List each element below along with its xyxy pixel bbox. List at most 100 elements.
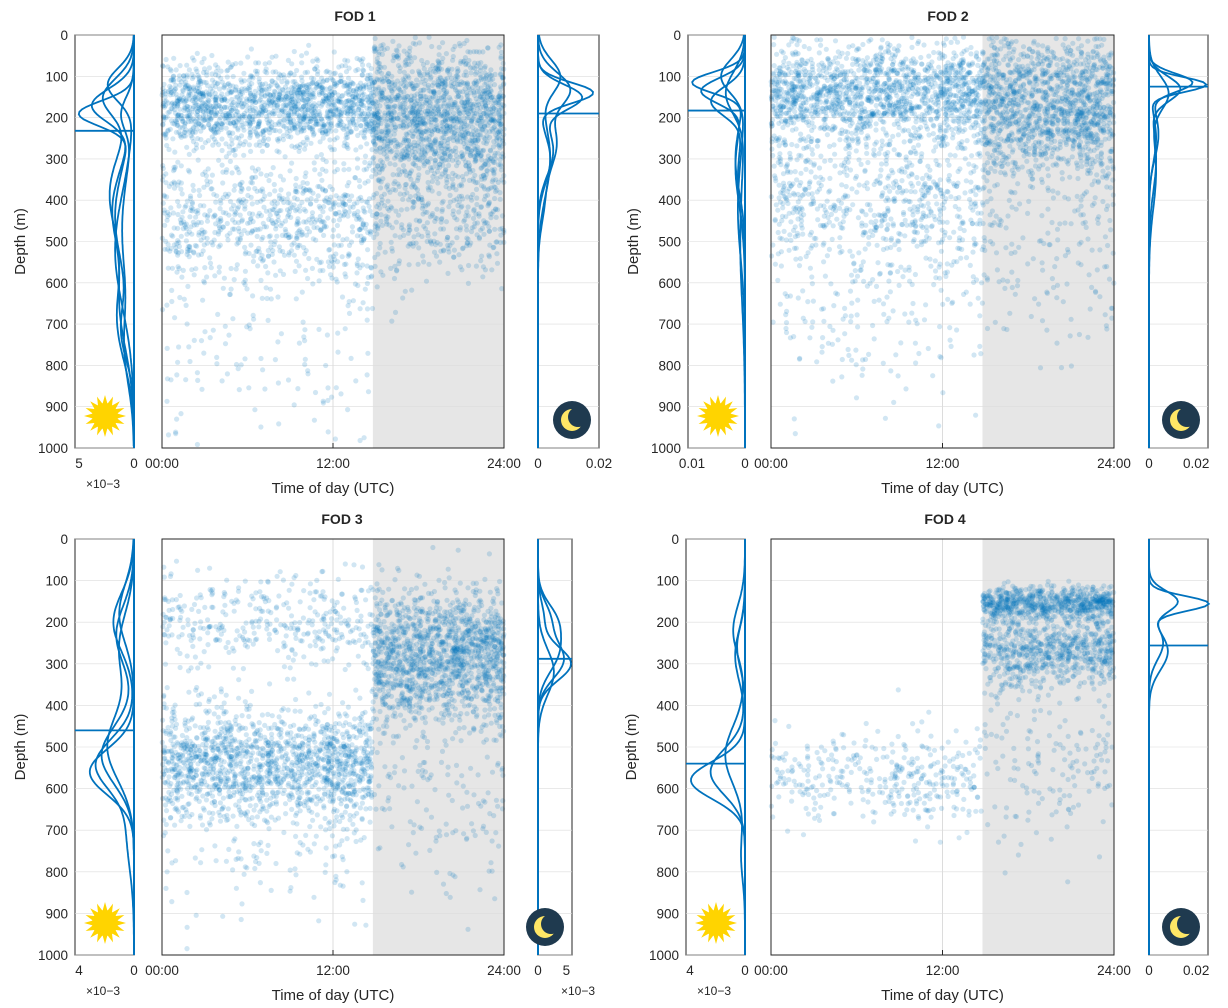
scatter-point: [369, 305, 376, 312]
scatter-point: [385, 187, 391, 193]
scatter-point: [369, 95, 375, 101]
scatter-point: [326, 119, 332, 125]
scatter-point: [242, 268, 248, 274]
scatter-point: [364, 280, 370, 287]
scatter-point: [162, 114, 169, 121]
scatter-point: [213, 72, 219, 78]
scatter-point: [484, 167, 490, 173]
scatter-point: [338, 242, 344, 248]
scatter-point: [472, 220, 478, 226]
scatter-point: [271, 198, 278, 204]
scatter-point: [378, 64, 384, 70]
scatter-point: [400, 154, 406, 160]
scatter-point: [868, 37, 874, 43]
scatter-point: [233, 135, 240, 141]
scatter-point: [319, 84, 325, 91]
scatter-point: [176, 129, 182, 135]
scatter-point: [287, 200, 293, 206]
scatter-point: [323, 86, 329, 92]
scatter-point: [273, 69, 279, 75]
scatter-point: [472, 60, 478, 66]
scatter-point: [314, 256, 320, 262]
scatter-point: [358, 85, 364, 91]
scatter-point: [343, 135, 349, 141]
scatter-point: [338, 75, 344, 81]
scatter-point: [164, 302, 170, 308]
scatter-point: [235, 127, 241, 133]
scatter-point: [325, 95, 331, 101]
scatter-point: [837, 137, 843, 143]
scatter-point: [400, 295, 406, 301]
scatter-point: [320, 78, 326, 84]
scatter-point: [356, 106, 362, 112]
scatter-point: [495, 150, 501, 156]
scatter-point: [400, 227, 406, 233]
scatter-point: [269, 54, 275, 60]
scatter-point: [498, 55, 504, 61]
scatter-point: [227, 82, 233, 89]
scatter-point: [301, 125, 307, 131]
scatter-point: [165, 246, 171, 252]
scatter-point: [247, 90, 254, 96]
scatter-point: [801, 43, 807, 50]
scatter-point: [252, 93, 258, 99]
scatter-point: [248, 242, 254, 248]
scatter-point: [194, 441, 200, 448]
scatter-point: [295, 130, 301, 136]
scatter-point: [325, 429, 331, 435]
scatter-point: [268, 124, 274, 130]
scatter-point: [461, 218, 467, 224]
scatter-point: [337, 118, 344, 124]
scatter-point: [196, 187, 202, 193]
scatter-point: [289, 61, 295, 67]
scatter-point: [332, 112, 338, 118]
scatter-point: [198, 97, 204, 103]
scatter-point: [160, 63, 166, 69]
scatter-point: [473, 211, 479, 217]
scatter-point: [234, 119, 240, 125]
scatter-point: [437, 259, 443, 265]
scatter-point: [204, 72, 210, 78]
scatter-point: [398, 207, 404, 213]
scatter-point: [494, 251, 500, 257]
scatter-point: [392, 263, 398, 269]
scatter-point: [816, 67, 822, 73]
scatter-point: [200, 93, 207, 99]
scatter-point: [245, 54, 251, 60]
scatter-point: [314, 103, 320, 109]
scatter-point: [377, 103, 383, 109]
scatter-point: [461, 40, 467, 47]
scatter-point: [346, 166, 352, 172]
scatter-point: [411, 131, 417, 137]
scatter-point: [218, 124, 224, 130]
scatter-point: [404, 132, 410, 138]
scatter-point: [224, 91, 231, 97]
scatter-point: [482, 123, 488, 130]
scatter-point: [247, 121, 253, 127]
scatter-point: [317, 171, 323, 177]
scatter-point: [278, 223, 284, 229]
scatter-point: [489, 179, 495, 185]
scatter-point: [205, 90, 212, 96]
scatter-point: [345, 58, 351, 64]
scatter-point: [303, 50, 310, 56]
scatter-point: [380, 93, 386, 99]
scatter-point: [337, 117, 343, 123]
scatter-points: [159, 34, 507, 448]
scatter-point: [314, 64, 320, 70]
scatter-point: [465, 62, 471, 68]
scatter-point: [345, 407, 351, 413]
scatter-point: [319, 75, 325, 81]
scatter-point: [412, 55, 418, 61]
scatter-point: [416, 172, 422, 178]
scatter-point: [275, 294, 281, 300]
panel-title: FOD 1: [334, 8, 375, 24]
scatter-point: [959, 51, 965, 57]
scatter-point: [462, 86, 468, 92]
scatter-point: [310, 123, 316, 130]
scatter-point: [191, 74, 197, 80]
scatter-point: [365, 350, 371, 356]
scatter-point: [409, 287, 415, 293]
scatter-point: [259, 112, 265, 118]
scatter-point: [203, 173, 209, 179]
